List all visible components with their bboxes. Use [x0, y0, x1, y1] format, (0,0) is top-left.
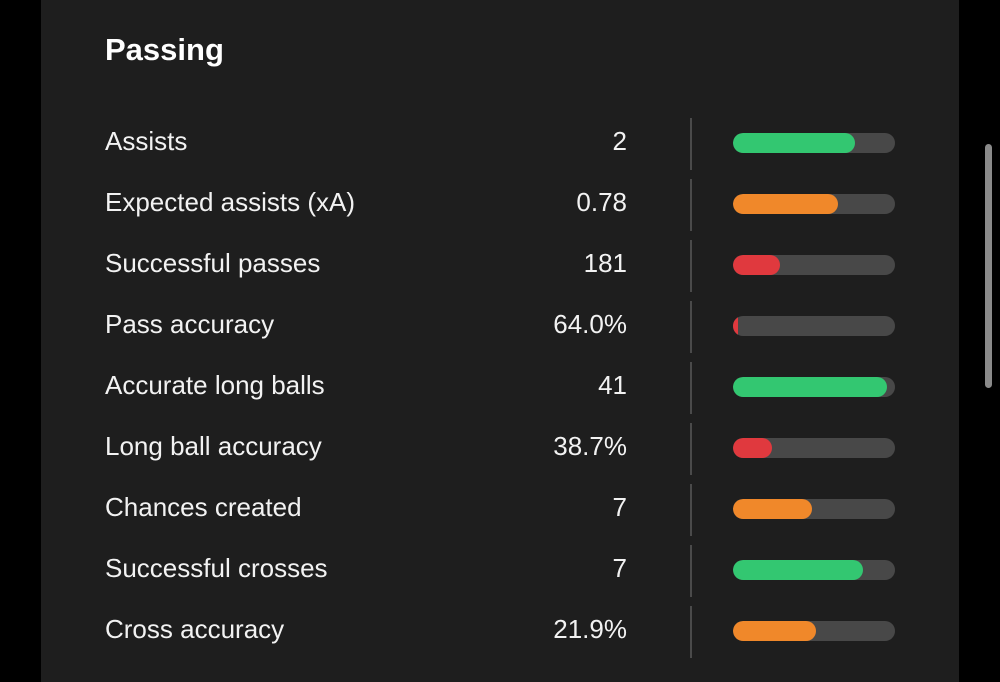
percentile-bar: [733, 133, 895, 153]
divider: [690, 545, 692, 597]
stat-label: Expected assists (xA): [105, 187, 355, 217]
stat-label: Successful passes: [105, 248, 321, 278]
stat-label: Cross accuracy: [105, 614, 285, 644]
stat-value: 7: [612, 553, 627, 583]
percentile-bar-fill: [733, 560, 863, 580]
divider: [690, 240, 692, 292]
percentile-bar: [733, 194, 895, 214]
stat-value: 7: [612, 492, 627, 522]
stat-row: Cross accuracy 21.9%: [41, 602, 959, 663]
stat-row: Long ball accuracy 38.7%: [41, 419, 959, 480]
divider: [690, 484, 692, 536]
section-title: Passing: [105, 32, 224, 67]
stat-label: Successful crosses: [105, 553, 328, 583]
stat-row: Accurate long balls 41: [41, 358, 959, 419]
stat-label: Chances created: [105, 492, 302, 522]
stat-label: Assists: [105, 126, 188, 156]
divider: [690, 118, 692, 170]
percentile-bar-fill: [733, 133, 855, 153]
percentile-bar-fill: [733, 255, 780, 275]
divider: [690, 606, 692, 658]
stat-value: 181: [583, 248, 627, 278]
divider: [690, 179, 692, 231]
percentile-bar-fill: [733, 438, 772, 458]
percentile-bar: [733, 499, 895, 519]
stat-row: Pass accuracy 64.0%: [41, 297, 959, 358]
stat-value: 38.7%: [553, 431, 627, 461]
stat-row: Successful crosses 7: [41, 541, 959, 602]
percentile-bar-fill: [733, 499, 813, 519]
divider: [690, 423, 692, 475]
percentile-bar: [733, 255, 895, 275]
stat-label: Accurate long balls: [105, 370, 325, 400]
stat-value: 21.9%: [553, 614, 627, 644]
stat-label: Pass accuracy: [105, 309, 275, 339]
stat-value: 0.78: [576, 187, 627, 217]
stat-value: 41: [598, 370, 627, 400]
stat-row: Chances created 7: [41, 480, 959, 541]
percentile-bar-fill: [733, 316, 738, 336]
stat-label: Long ball accuracy: [105, 431, 322, 461]
divider: [690, 362, 692, 414]
percentile-bar-fill: [733, 621, 816, 641]
scrollbar[interactable]: [985, 144, 992, 388]
percentile-bar: [733, 377, 895, 397]
percentile-bar-fill: [733, 194, 839, 214]
stat-row: Assists 2: [41, 114, 959, 175]
percentile-bar: [733, 438, 895, 458]
passing-stats-panel: Passing Assists 2 Expected assists (xA) 0.7…: [41, 0, 959, 682]
percentile-bar-fill: [733, 377, 887, 397]
percentile-bar: [733, 621, 895, 641]
divider: [690, 301, 692, 353]
percentile-bar: [733, 560, 895, 580]
stat-value: 64.0%: [553, 309, 627, 339]
stat-row: Successful passes 181: [41, 236, 959, 297]
stat-row: Expected assists (xA) 0.78: [41, 175, 959, 236]
stat-value: 2: [612, 126, 627, 156]
percentile-bar: [733, 316, 895, 336]
